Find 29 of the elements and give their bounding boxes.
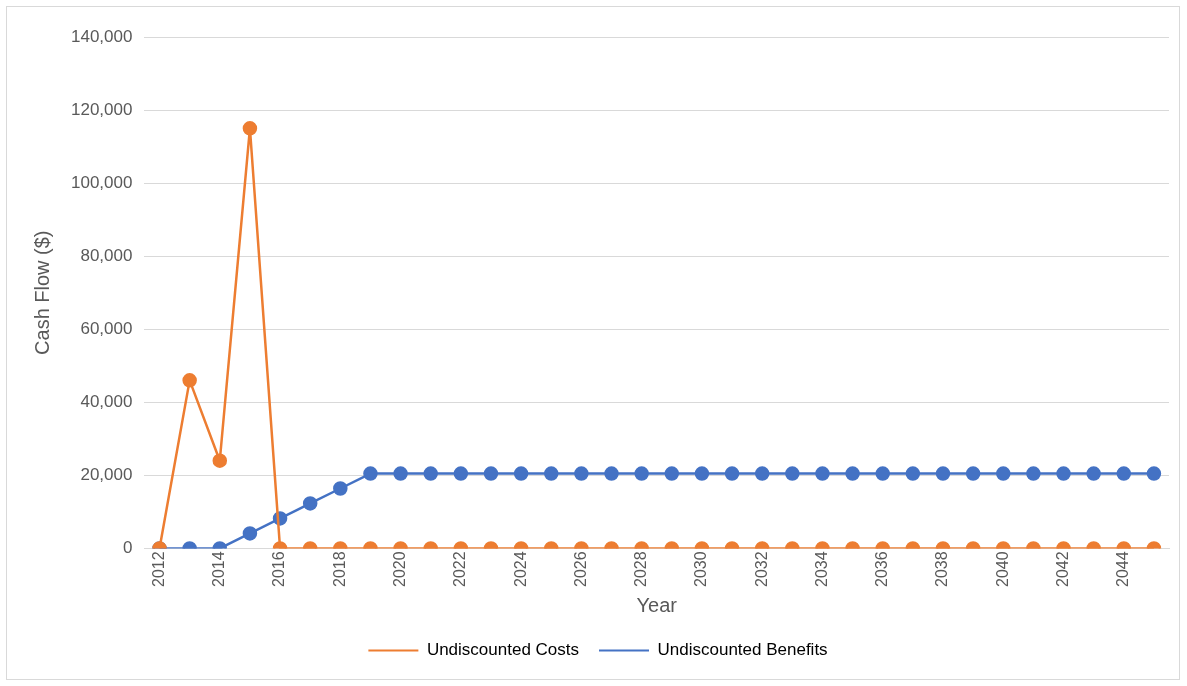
x-axis-title: Year <box>636 593 678 616</box>
x-tick-label: 2034 <box>812 551 830 587</box>
y-tick-label: 40,000 <box>80 391 133 411</box>
x-tick-label: 2038 <box>933 551 951 587</box>
x-tick-label: 2018 <box>330 551 348 587</box>
legend-label: Undiscounted Costs <box>426 640 580 660</box>
x-tick-label: 2042 <box>1053 551 1071 587</box>
x-tick-label: 2020 <box>390 551 408 587</box>
y-tick-label: 100,000 <box>71 172 133 192</box>
legend-label: Undiscounted Benefits <box>657 640 828 660</box>
x-tick-label: 2036 <box>873 551 891 587</box>
y-tick-label: 140,000 <box>71 26 133 46</box>
y-tick-label: 60,000 <box>80 318 133 338</box>
y-tick-label: 20,000 <box>80 465 133 485</box>
y-tick-label: 80,000 <box>80 245 133 265</box>
y-tick-label: 120,000 <box>71 99 133 119</box>
y-tick-label: 0 <box>122 538 133 558</box>
x-tick-label: 2024 <box>511 551 529 587</box>
x-tick-label: 2040 <box>993 551 1011 587</box>
x-tick-label: 2044 <box>1114 551 1132 587</box>
x-tick-label: 2014 <box>210 551 228 587</box>
x-tick-label: 2032 <box>752 551 770 587</box>
x-tick-label: 2028 <box>632 551 650 587</box>
x-tick-label: 2012 <box>149 551 167 587</box>
x-tick-label: 2030 <box>692 551 710 587</box>
x-tick-label: 2026 <box>571 551 589 587</box>
x-tick-label: 2016 <box>270 551 288 587</box>
x-tick-label: 2022 <box>451 551 469 587</box>
y-axis-title: Cash Flow ($) <box>30 230 53 355</box>
